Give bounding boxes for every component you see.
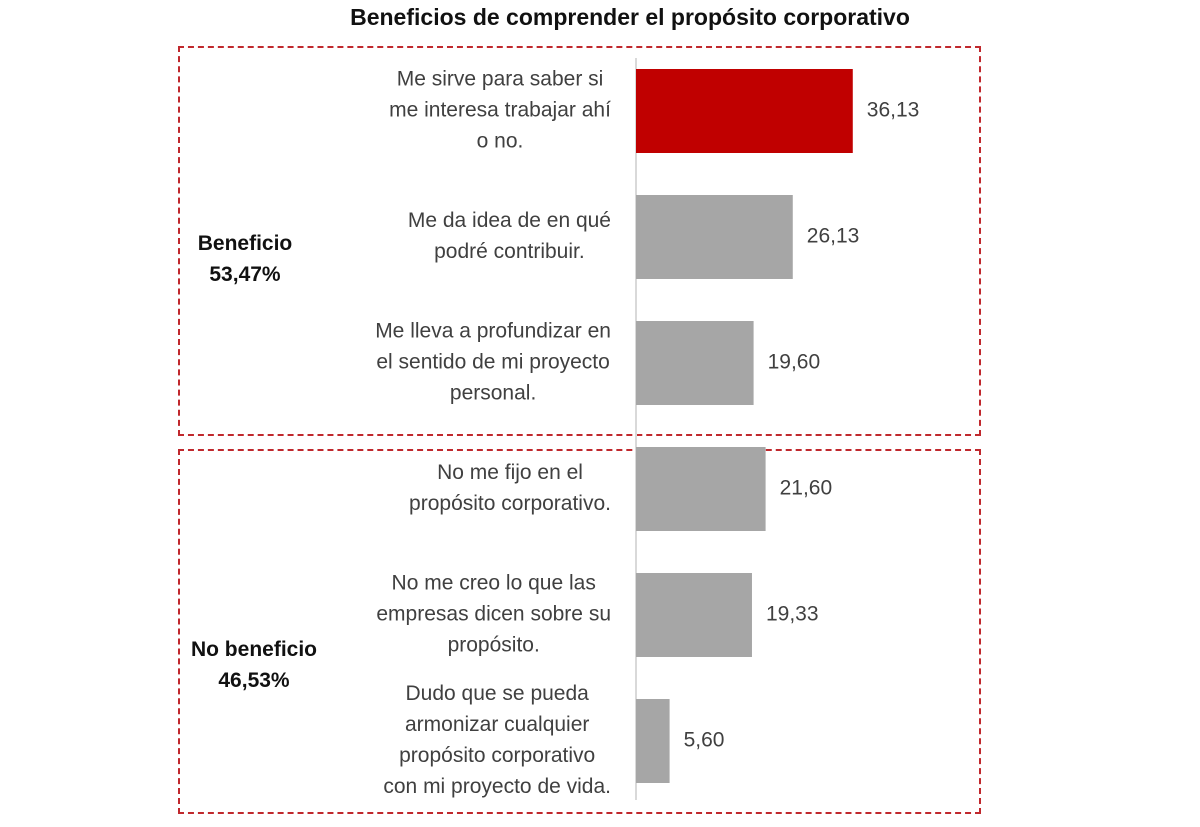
bar-0-2 bbox=[636, 321, 754, 405]
bar-0-1 bbox=[636, 195, 793, 279]
category-label-line: o no. bbox=[477, 130, 524, 153]
category-label-0-0: Me sirve para saber si me interesa trabaj… bbox=[389, 68, 611, 153]
chart-title: Beneficios de comprender el propósito co… bbox=[350, 4, 910, 30]
group-box-no-beneficio bbox=[178, 449, 981, 814]
category-label-line: propósito corporativo bbox=[399, 744, 595, 767]
category-label-line: con mi proyecto de vida. bbox=[383, 775, 611, 798]
category-label-line: No me creo lo que las bbox=[392, 572, 596, 595]
group-label-beneficio-share: 53,47% bbox=[209, 263, 281, 286]
bar-1-1 bbox=[636, 573, 752, 657]
category-label-line: armonizar cualquier bbox=[405, 713, 589, 736]
value-label-0-0: 36,13 bbox=[867, 99, 920, 122]
group-box-beneficio bbox=[178, 46, 981, 436]
category-label-line: Dudo que se pueda bbox=[406, 682, 590, 705]
bar-1-2 bbox=[636, 699, 670, 783]
group-label-no-beneficio-name: No beneficio bbox=[190, 638, 317, 661]
bar-0-0 bbox=[636, 69, 853, 153]
value-label-0-1: 26,13 bbox=[807, 225, 860, 248]
category-label-line: propósito. bbox=[448, 634, 540, 657]
group-label-no-beneficio: No beneficio 46,53% bbox=[178, 634, 330, 696]
category-label-1-0: No me fijo en el propósito corporativo. bbox=[409, 461, 611, 515]
value-label-1-0: 21,60 bbox=[780, 477, 833, 500]
group-label-beneficio: Beneficio 53,47% bbox=[185, 228, 305, 290]
group-label-beneficio-name: Beneficio bbox=[197, 232, 293, 255]
bar-1-0 bbox=[636, 447, 766, 531]
category-label-line: Me sirve para saber si bbox=[397, 68, 604, 91]
category-label-line: personal. bbox=[450, 382, 536, 405]
value-label-0-2: 19,60 bbox=[768, 351, 821, 374]
category-label-line: propósito corporativo. bbox=[409, 492, 611, 515]
category-label-1-2: Dudo que se pueda armonizar cualquier prop… bbox=[383, 682, 611, 798]
category-label-line: Me da idea de en qué bbox=[408, 209, 611, 232]
category-label-line: empresas dicen sobre su bbox=[376, 603, 611, 626]
category-label-line: podré contribuir. bbox=[434, 240, 585, 263]
category-label-0-1: Me da idea de en qué podré contribuir. bbox=[408, 209, 611, 263]
group-label-no-beneficio-share: 46,53% bbox=[218, 669, 290, 692]
category-label-line: me interesa trabajar ahí bbox=[389, 99, 611, 122]
value-label-1-1: 19,33 bbox=[766, 603, 819, 626]
category-label-line: Me lleva a profundizar en bbox=[375, 320, 611, 343]
value-label-1-2: 5,60 bbox=[684, 729, 725, 752]
category-label-line: el sentido de mi proyecto bbox=[376, 351, 609, 374]
category-label-1-1: No me creo lo que las empresas dicen sobr… bbox=[376, 572, 611, 657]
category-label-0-2: Me lleva a profundizar en el sentido de m… bbox=[375, 320, 611, 405]
category-label-line: No me fijo en el bbox=[437, 461, 583, 484]
